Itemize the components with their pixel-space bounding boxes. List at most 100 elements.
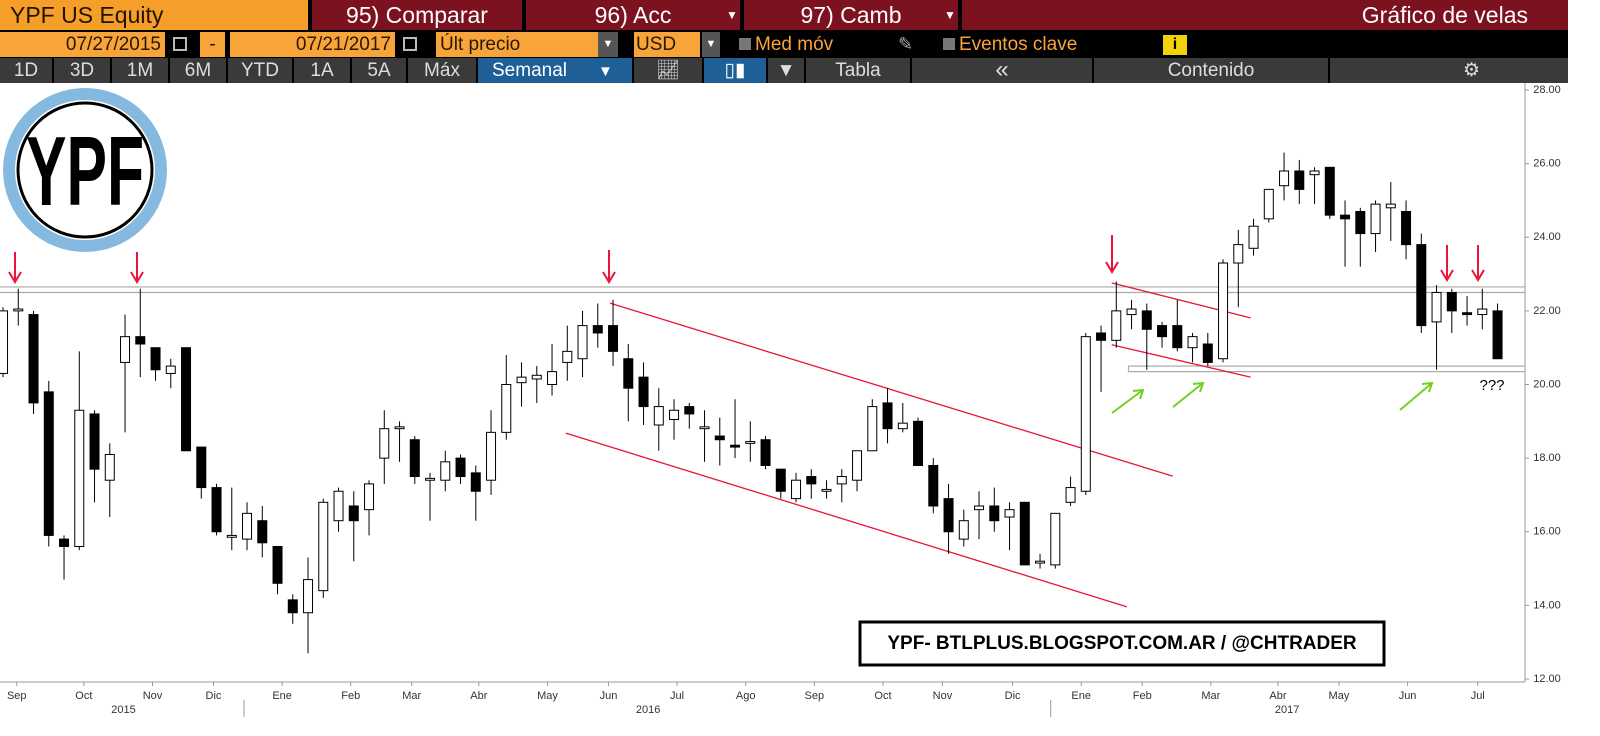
x-tick-label: Sep xyxy=(7,690,27,702)
candle-body xyxy=(623,358,634,389)
start-date[interactable]: 07/27/2015 xyxy=(0,32,165,57)
period-button[interactable]: 3D xyxy=(54,58,110,83)
x-tick-label: Jun xyxy=(1399,690,1417,702)
arrow xyxy=(1105,235,1119,274)
x-tick-label: Nov xyxy=(933,690,953,702)
dropdown-icon: ▼ xyxy=(726,8,738,22)
candle-body xyxy=(1385,203,1396,209)
arrow xyxy=(1111,388,1145,414)
candle-body xyxy=(653,406,664,426)
pencil-icon[interactable]: ✎ xyxy=(898,34,914,54)
dropdown-icon[interactable]: ▼ xyxy=(598,32,618,57)
settings-button[interactable]: ⚙ xyxy=(1330,58,1568,83)
candle-body xyxy=(1355,210,1366,235)
arrow xyxy=(1471,245,1485,282)
x-tick-label: Jun xyxy=(600,690,618,702)
frequency[interactable]: Semanal xyxy=(478,58,632,83)
collapse-button[interactable]: « xyxy=(912,58,1092,83)
candle-body xyxy=(1126,308,1137,316)
x-tick-label: Nov xyxy=(143,690,163,702)
currency[interactable]: USD xyxy=(634,32,700,57)
candle-body xyxy=(379,428,390,459)
table-button[interactable]: Tabla xyxy=(806,58,910,83)
candle-body xyxy=(1035,560,1046,564)
logo-ring xyxy=(3,88,167,252)
candle-body xyxy=(43,391,54,536)
candle-body xyxy=(318,501,329,592)
candle-body xyxy=(1401,210,1412,246)
candle-body xyxy=(59,538,70,547)
end-date[interactable]: 07/21/2017 xyxy=(230,32,395,57)
candle-body xyxy=(1248,225,1259,249)
chart: YPF YPF- BTLPLUS.BLOGSPOT.COM.AR / @CHTR… xyxy=(0,83,1568,736)
candle-body xyxy=(562,350,573,363)
candle-body xyxy=(1096,332,1107,341)
calendar-icon[interactable] xyxy=(173,37,187,51)
y-tick-label: 28.00 xyxy=(1533,84,1561,96)
calendar-icon[interactable] xyxy=(403,37,417,51)
candle-body xyxy=(669,409,680,420)
candle-body xyxy=(440,461,451,481)
content-button[interactable]: Contenido xyxy=(1094,58,1328,83)
period-button[interactable]: 1M xyxy=(112,58,168,83)
x-tick-label: Ene xyxy=(1071,690,1091,702)
checkbox[interactable] xyxy=(943,38,955,50)
period-button[interactable]: 5A xyxy=(352,58,406,83)
candle-body xyxy=(1477,308,1488,316)
checkbox[interactable] xyxy=(739,38,751,50)
price-field[interactable]: Últ precio xyxy=(436,32,598,57)
security[interactable]: YPF US Equity xyxy=(0,0,308,30)
logo-inner-ring xyxy=(16,101,154,239)
key-events[interactable]: Eventos clave xyxy=(959,34,1078,55)
candle-body xyxy=(28,314,39,404)
period-button[interactable]: YTD xyxy=(228,58,292,83)
dropdown-icon[interactable]: ▼ xyxy=(768,58,804,83)
compare-button[interactable]: 95) Comparar xyxy=(312,0,522,30)
y-tick-label: 12.00 xyxy=(1533,673,1561,685)
candle-chart-button[interactable]: ▯▮ xyxy=(704,58,766,83)
candle-body xyxy=(1416,244,1427,327)
candle-body xyxy=(867,406,878,452)
candle-body xyxy=(1141,310,1152,330)
candle-body xyxy=(120,336,131,363)
candle-body xyxy=(1294,170,1305,190)
period-button[interactable]: Máx xyxy=(408,58,476,83)
change-button[interactable]: 97) Camb xyxy=(744,0,958,30)
period-button[interactable]: 1D xyxy=(0,58,52,83)
candle-body xyxy=(531,374,542,380)
y-tick-label: 26.00 xyxy=(1533,158,1561,170)
line-chart-button[interactable]: 📈︎ xyxy=(634,58,702,83)
candle-body xyxy=(547,371,558,386)
period-button[interactable]: 1A xyxy=(294,58,350,83)
year-label: 2017 xyxy=(1275,704,1299,716)
candle-body xyxy=(989,505,1000,522)
candle-body xyxy=(135,336,146,345)
x-tick-label: Mar xyxy=(1201,690,1220,702)
x-tick-label: Oct xyxy=(75,690,92,702)
moving-average[interactable]: Med móv xyxy=(755,34,834,55)
candle-body xyxy=(974,505,985,511)
candle-body xyxy=(608,325,619,352)
candle-body xyxy=(425,477,436,481)
period-button[interactable]: 6M xyxy=(170,58,226,83)
info-button[interactable]: i xyxy=(1163,35,1187,55)
candle-body xyxy=(699,426,710,430)
x-tick-label: Ene xyxy=(272,690,292,702)
y-tick-label: 24.00 xyxy=(1533,231,1561,243)
actions-button[interactable]: 96) Acc xyxy=(526,0,740,30)
x-tick-label: Abr xyxy=(470,690,487,702)
candle-body xyxy=(1218,262,1229,360)
candle-body xyxy=(181,347,192,452)
candle-body xyxy=(1309,170,1320,176)
candle-body xyxy=(913,420,924,466)
candle-body xyxy=(730,444,741,448)
candle-body xyxy=(409,439,420,478)
candle-body xyxy=(1446,291,1457,312)
dropdown-icon[interactable]: ▼ xyxy=(702,32,720,57)
date-dash: - xyxy=(200,32,225,57)
x-tick-label: May xyxy=(1329,690,1350,702)
candle-body xyxy=(1340,214,1351,220)
candle-body xyxy=(1172,325,1183,349)
x-tick-label: Abr xyxy=(1269,690,1286,702)
candle-body xyxy=(1233,244,1244,264)
